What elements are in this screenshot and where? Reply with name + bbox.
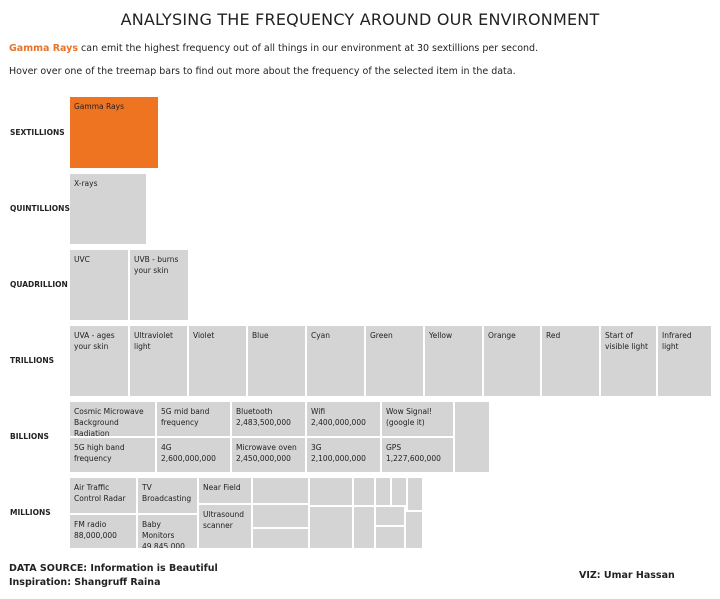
cell-value: 2,483,500,000 (236, 418, 291, 427)
treemap-cell[interactable]: Ultraviolet light (130, 326, 187, 396)
cell-name: Wifi (311, 407, 326, 416)
treemap-cell[interactable]: Air Traffic Control Radar (70, 478, 136, 513)
treemap-cell[interactable] (455, 402, 489, 472)
row-label: BILLIONS (10, 432, 49, 441)
cell-name: 4G (161, 443, 172, 452)
treemap-cell[interactable] (253, 478, 308, 503)
cell-name: Start of visible light (605, 331, 648, 351)
treemap-cell[interactable]: 5G high band frequency (70, 438, 155, 472)
treemap-cell[interactable]: Infrared light (658, 326, 711, 396)
cell-name: 3G (311, 443, 322, 452)
cell-name: Blue (252, 331, 269, 340)
row-label: QUADRILLION (10, 280, 68, 289)
treemap-cell[interactable]: Red (542, 326, 599, 396)
cell-name: Ultraviolet light (134, 331, 173, 351)
cell-name: Wow Signal! (google it) (386, 407, 433, 427)
cell-name: Violet (193, 331, 215, 340)
treemap-cell[interactable]: Start of visible light (601, 326, 656, 396)
cell-value: 88,000,000 (74, 531, 117, 540)
cell-name: Baby Monitors (142, 520, 175, 540)
cell-name: Infrared light (662, 331, 692, 351)
cell-value: 1,227,600,000 (386, 454, 441, 463)
cell-name: Cosmic Microwave Background Radiation (74, 407, 144, 436)
treemap-cell[interactable] (354, 478, 374, 505)
cell-name: Bluetooth (236, 407, 273, 416)
viz-credit: VIZ: Umar Hassan (579, 570, 675, 581)
cell-name: Yellow (429, 331, 453, 340)
treemap-cell[interactable]: Orange (484, 326, 540, 396)
treemap-cell[interactable]: 5G mid band frequency (157, 402, 230, 436)
cell-name: Cyan (311, 331, 331, 340)
row-label: TRILLIONS (10, 356, 55, 365)
treemap-cell[interactable] (376, 507, 404, 525)
treemap-cell[interactable] (376, 478, 390, 505)
cell-name: X-rays (74, 179, 98, 188)
treemap-cell[interactable]: Ultrasound scanner (199, 505, 251, 548)
cell-name: Orange (488, 331, 516, 340)
treemap-cell[interactable] (354, 507, 374, 548)
cell-value: 2,450,000,000 (236, 454, 291, 463)
cell-name: 5G mid band frequency (161, 407, 210, 427)
cell-name: UVB - burns your skin (134, 255, 179, 275)
cell-value: 2,400,000,000 (311, 418, 366, 427)
treemap-cell[interactable]: Near Field (199, 478, 251, 503)
cell-name: 5G high band frequency (74, 443, 125, 463)
cell-name: TV Broadcasting (142, 483, 192, 503)
treemap-cell[interactable]: UVA - ages your skin (70, 326, 128, 396)
treemap-cell[interactable]: TV Broadcasting (138, 478, 197, 513)
cell-name: FM radio (74, 520, 107, 529)
source: DATA SOURCE: Information is Beautiful (9, 563, 218, 574)
inspiration: Inspiration: Shangruff Raina (9, 577, 161, 588)
treemap-cell[interactable]: Microwave oven 2,450,000,000 (232, 438, 305, 472)
treemap-cell[interactable]: Wow Signal! (google it) (382, 402, 453, 436)
cell-name: Air Traffic Control Radar (74, 483, 126, 503)
cell-name: UVA - ages your skin (74, 331, 115, 351)
treemap-cell[interactable] (253, 505, 308, 527)
treemap-cell[interactable]: Gamma Rays (70, 97, 158, 168)
cell-name: Ultrasound scanner (203, 510, 244, 530)
title: ANALYSING THE FREQUENCY AROUND OUR ENVIR… (120, 10, 600, 29)
treemap-cell[interactable]: Wifi 2,400,000,000 (307, 402, 380, 436)
treemap-cell[interactable] (376, 527, 404, 548)
row-label: QUINTILLIONS (10, 204, 70, 213)
treemap-cell[interactable]: Yellow (425, 326, 482, 396)
treemap-cell[interactable] (310, 478, 352, 505)
row-label: SEXTILLIONS (10, 127, 65, 137)
cell-name: Gamma Rays (74, 102, 124, 111)
treemap-cell[interactable]: Cosmic Microwave Background Radiation (70, 402, 155, 436)
cell-name: Green (370, 331, 393, 340)
intro-highlight: Gamma Rays (9, 43, 79, 54)
treemap-cell[interactable] (408, 478, 422, 510)
treemap-cell[interactable]: 3G 2,100,000,000 (307, 438, 380, 472)
cell-name: Near Field (203, 483, 241, 492)
treemap-cell[interactable]: X-rays (70, 174, 146, 244)
treemap-cell[interactable] (253, 529, 308, 548)
cell-value: 2,100,000,000 (311, 454, 366, 463)
treemap-cell[interactable]: Baby Monitors 49,845,000 (138, 515, 197, 548)
intro-text: can emit the highest frequency out of al… (81, 43, 539, 54)
cell-value: 2,600,000,000 (161, 454, 216, 463)
treemap-cell[interactable]: UVC (70, 250, 128, 320)
cell-name: UVC (74, 255, 90, 264)
cell-name: Microwave oven (236, 443, 297, 452)
treemap-cell[interactable]: Violet (189, 326, 246, 396)
intro: Gamma Rays can emit the highest frequenc… (9, 43, 538, 54)
instruction: Hover over one of the treemap bars to fi… (9, 66, 516, 77)
treemap-cell[interactable] (310, 507, 352, 548)
treemap-cell[interactable] (406, 512, 422, 548)
treemap-cell[interactable]: Blue (248, 326, 305, 396)
treemap-cell[interactable] (392, 478, 406, 505)
treemap-cell[interactable]: FM radio 88,000,000 (70, 515, 136, 548)
treemap-cell[interactable]: Bluetooth 2,483,500,000 (232, 402, 305, 436)
treemap-cell[interactable]: GPS 1,227,600,000 (382, 438, 453, 472)
cell-name: Red (546, 331, 561, 340)
treemap-cell[interactable]: Cyan (307, 326, 364, 396)
treemap-cell[interactable]: UVB - burns your skin (130, 250, 188, 320)
treemap-cell[interactable]: 4G 2,600,000,000 (157, 438, 230, 472)
cell-name: GPS (386, 443, 402, 452)
row-label: MILLIONS (10, 508, 51, 517)
cell-value: 49,845,000 (142, 542, 185, 548)
treemap-cell[interactable]: Green (366, 326, 423, 396)
